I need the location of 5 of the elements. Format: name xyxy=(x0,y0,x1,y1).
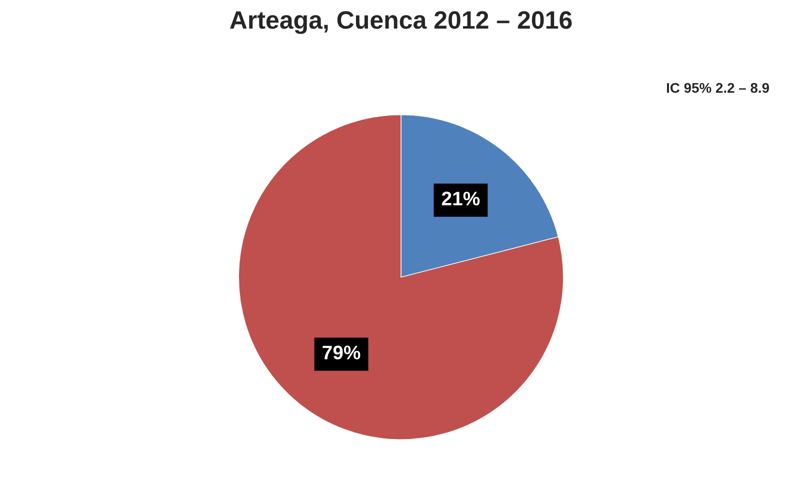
pie-slice xyxy=(238,114,564,440)
data-label: 79% xyxy=(322,346,360,360)
data-label: 21% xyxy=(442,192,480,206)
text: IC 95% 2.2 – 8.9 xyxy=(666,82,770,93)
chart-title: Arteaga, Cuenca 2012 – 2016 xyxy=(230,11,572,34)
